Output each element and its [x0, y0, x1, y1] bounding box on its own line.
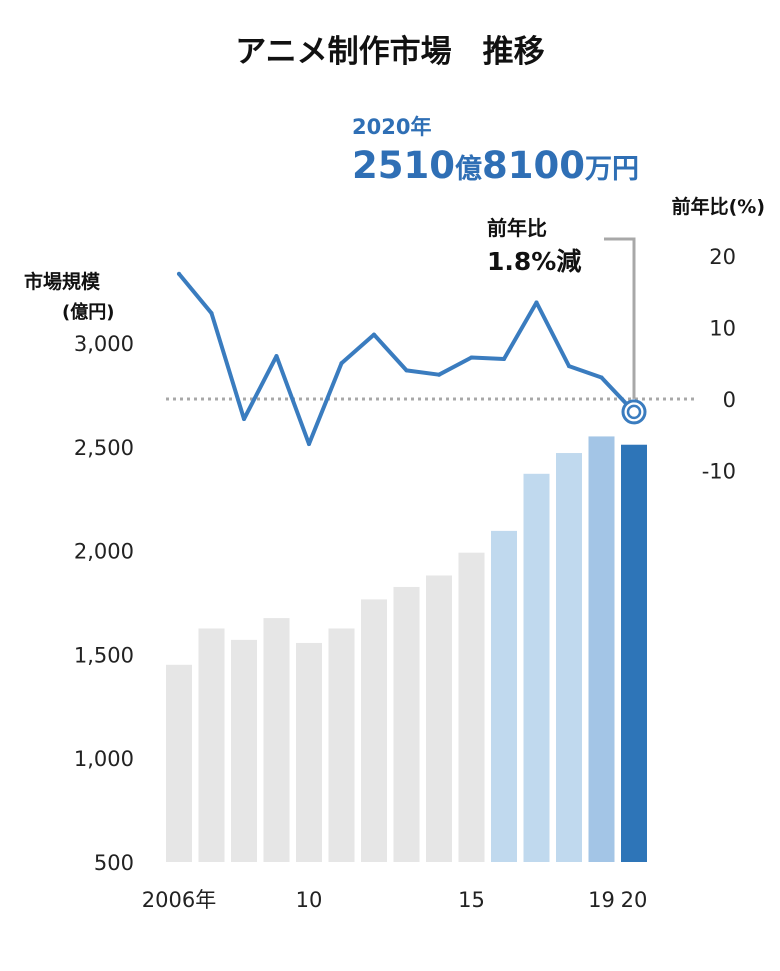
left-axis-tick-5: 3,000 — [74, 332, 134, 356]
left-axis-tick-4: 2,500 — [74, 436, 134, 460]
x-axis-ticks: 2006年 10 15 19 20 — [142, 888, 648, 912]
yoy-line-series — [177, 271, 647, 447]
bar-2010 — [296, 642, 322, 862]
yoy-point-2016 — [502, 356, 506, 361]
bar-2006 — [166, 664, 192, 862]
bar-series — [166, 436, 647, 862]
callout-year: 2020年 — [352, 115, 431, 139]
x-tick-4: 20 — [621, 888, 648, 912]
callout-value-num1: 2510 — [352, 144, 455, 187]
right-axis-tick-3: -10 — [702, 460, 736, 484]
yoy-point-2007 — [209, 311, 214, 316]
yoy-point-2011 — [339, 361, 344, 366]
bar-2019 — [588, 436, 615, 862]
yoy-point-2017 — [534, 300, 539, 305]
chart-title: アニメ制作市場 推移 — [235, 34, 544, 70]
left-axis-unit: (億円) — [62, 301, 114, 323]
yoy-point-2012 — [372, 332, 376, 337]
callout-value-unit1: 億 — [455, 154, 482, 185]
yoy-point-2006 — [177, 271, 181, 276]
yoy-line — [177, 271, 636, 447]
x-tick-2: 15 — [458, 888, 485, 912]
callout-value: 2510億8100万円 — [352, 144, 639, 187]
yoy-point-2019 — [599, 375, 604, 380]
yoy-point-2008 — [242, 417, 246, 422]
right-axis-tick-2: 0 — [723, 388, 736, 412]
bar-2014 — [426, 575, 452, 862]
callout-value-unit2: 万円 — [585, 154, 639, 185]
yoy-callout-value: 1.8%減 — [487, 247, 581, 276]
bar-2013 — [393, 586, 420, 862]
bar-2015 — [458, 552, 485, 862]
left-axis-tick-0: 500 — [94, 851, 134, 875]
left-axis-tick-3: 2,000 — [74, 540, 134, 564]
left-axis-tick-2: 1,500 — [74, 643, 134, 667]
yoy-point-2009 — [274, 354, 279, 359]
yoy-point-2013 — [404, 368, 409, 373]
bar-2008 — [231, 639, 257, 862]
bar-2012 — [361, 599, 387, 862]
right-axis-tick-1: 10 — [709, 317, 736, 341]
yoy-callout-leader — [604, 237, 636, 399]
yoy-point-2014 — [437, 372, 441, 377]
x-tick-1: 10 — [296, 888, 323, 912]
bar-2009 — [263, 618, 290, 862]
right-axis-tick-0: 20 — [709, 245, 736, 269]
bar-2020 — [621, 444, 647, 862]
x-tick-3: 19 — [588, 888, 615, 912]
yoy-point-2010 — [307, 442, 311, 447]
right-axis-label: 前年比(%) — [672, 195, 765, 218]
left-axis-ticks: 500 1,000 1,500 2,000 2,500 3,000 — [74, 332, 134, 875]
yoy-highlight-ring-inner — [626, 404, 642, 420]
bar-2011 — [328, 628, 355, 862]
x-tick-0: 2006年 — [142, 888, 216, 912]
bar-2007 — [198, 628, 225, 862]
yoy-callout-label: 前年比 — [487, 216, 547, 240]
bar-2018 — [556, 453, 582, 862]
bar-2016 — [491, 530, 517, 862]
yoy-point-2015 — [469, 355, 474, 360]
yoy-point-2018 — [567, 364, 571, 369]
bar-2017 — [523, 473, 550, 862]
left-axis-label: 市場規模 — [24, 270, 101, 293]
right-axis-ticks: 20 10 0 -10 — [702, 245, 736, 484]
callout-value-num2: 8100 — [482, 144, 585, 187]
left-axis-tick-1: 1,000 — [74, 747, 134, 771]
